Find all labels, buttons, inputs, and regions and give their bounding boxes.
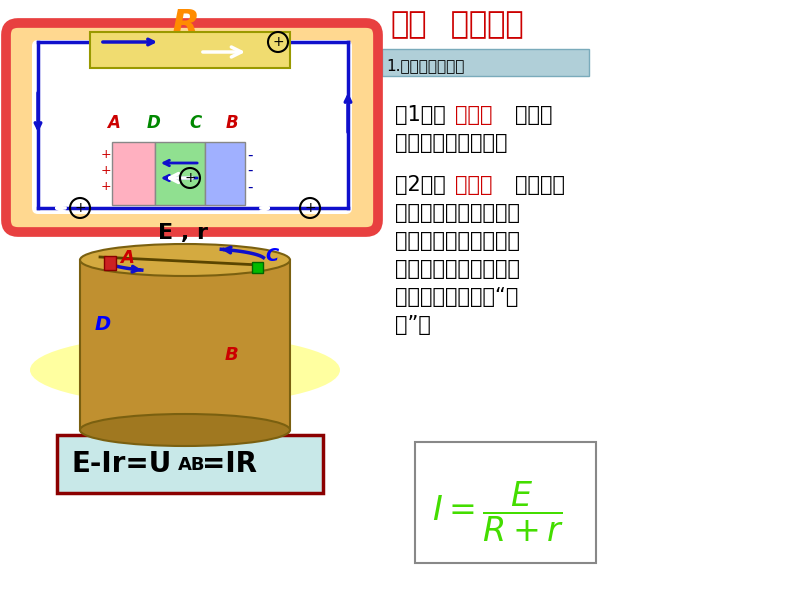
Bar bbox=[252, 262, 263, 273]
Polygon shape bbox=[80, 260, 290, 430]
Text: （1）在: （1）在 bbox=[395, 105, 446, 125]
Text: E , r: E , r bbox=[158, 223, 208, 243]
Text: -: - bbox=[247, 163, 253, 178]
Text: 外电路: 外电路 bbox=[455, 105, 493, 125]
Ellipse shape bbox=[80, 414, 290, 446]
FancyBboxPatch shape bbox=[6, 23, 378, 232]
Text: E-Ir=U: E-Ir=U bbox=[72, 450, 172, 478]
Text: 中，沿: 中，沿 bbox=[515, 105, 553, 125]
Text: 电流方向电势降低。: 电流方向电势降低。 bbox=[395, 133, 507, 153]
Text: A: A bbox=[120, 249, 134, 267]
Text: 升”。: 升”。 bbox=[395, 315, 431, 335]
Text: D: D bbox=[147, 114, 161, 132]
Text: +: + bbox=[101, 163, 111, 176]
Text: +: + bbox=[304, 201, 316, 215]
Text: $I = \dfrac{E}{R + r}$: $I = \dfrac{E}{R + r}$ bbox=[432, 480, 565, 544]
Text: R: R bbox=[171, 8, 199, 42]
Text: C: C bbox=[190, 114, 202, 132]
FancyBboxPatch shape bbox=[415, 442, 596, 563]
Text: +: + bbox=[272, 35, 284, 49]
Text: 内电路: 内电路 bbox=[455, 175, 493, 195]
Text: 二、: 二、 bbox=[390, 10, 426, 39]
Text: （2）在: （2）在 bbox=[395, 175, 446, 195]
Text: 电流方向存在电势“跃: 电流方向存在电势“跃 bbox=[395, 287, 518, 307]
FancyBboxPatch shape bbox=[90, 32, 290, 68]
Text: B: B bbox=[225, 346, 238, 364]
FancyBboxPatch shape bbox=[382, 49, 589, 76]
Ellipse shape bbox=[30, 335, 340, 405]
FancyBboxPatch shape bbox=[57, 435, 323, 493]
Text: D: D bbox=[95, 315, 111, 334]
Polygon shape bbox=[112, 142, 155, 205]
Text: +: + bbox=[101, 181, 111, 193]
Text: +: + bbox=[184, 171, 196, 185]
Text: -: - bbox=[247, 148, 253, 163]
Text: A: A bbox=[107, 114, 121, 132]
Text: C: C bbox=[265, 247, 278, 265]
Text: 中，一方: 中，一方 bbox=[515, 175, 565, 195]
Polygon shape bbox=[155, 142, 205, 205]
Text: AB: AB bbox=[178, 456, 206, 474]
Text: =IR: =IR bbox=[202, 450, 257, 478]
Text: 1.从电势升降角度: 1.从电势升降角度 bbox=[386, 58, 464, 73]
Text: 方向电势也降低；另一: 方向电势也降低；另一 bbox=[395, 231, 520, 251]
Text: 解决问题: 解决问题 bbox=[440, 10, 524, 39]
Ellipse shape bbox=[80, 244, 290, 276]
Text: -: - bbox=[247, 179, 253, 194]
Text: B: B bbox=[226, 114, 238, 132]
Bar bbox=[104, 256, 116, 270]
Text: +: + bbox=[101, 148, 111, 161]
Text: +: + bbox=[74, 201, 86, 215]
Text: 方面，由于电动势，沿: 方面，由于电动势，沿 bbox=[395, 259, 520, 279]
FancyBboxPatch shape bbox=[32, 40, 352, 214]
Polygon shape bbox=[205, 142, 245, 205]
Text: 面，存在内阻，沿电流: 面，存在内阻，沿电流 bbox=[395, 203, 520, 223]
